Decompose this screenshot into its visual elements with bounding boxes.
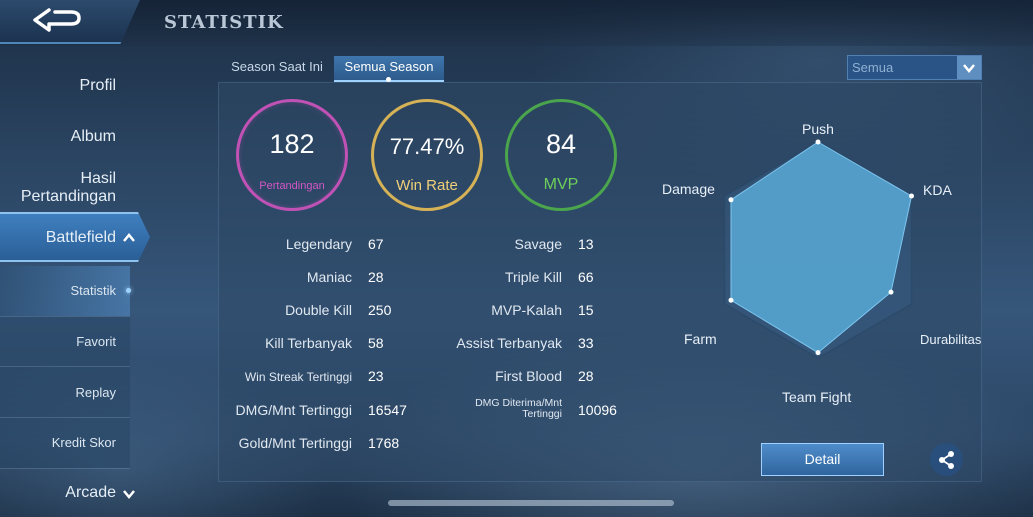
stat-label-assist-terbanyak: Assist Terbanyak (456, 335, 562, 351)
winrate-value: 77.47% (389, 134, 465, 159)
sidebar-item-profil[interactable]: Profil (79, 77, 116, 94)
chevron-down-icon[interactable] (122, 488, 136, 500)
radar-label-push: Push (802, 121, 834, 137)
tab-semua-season[interactable]: Semua Season (334, 56, 444, 82)
sidebar-subitem-statistik[interactable]: Statistik (70, 283, 116, 298)
stat-value-mvp-kalah: 15 (578, 302, 594, 318)
stat-label-dmg-mnt: DMG/Mnt Tertinggi (235, 402, 352, 418)
chevron-down-icon[interactable] (957, 56, 981, 79)
stat-value-maniac: 28 (368, 269, 384, 285)
share-button[interactable] (930, 443, 963, 476)
sidebar-item-battlefield[interactable] (0, 212, 150, 262)
season-filter-value: Semua (852, 60, 894, 75)
radar-point-push (815, 139, 821, 145)
stat-label-dmg-diterima: DMG Diterima/Mnt Tertinggi (475, 397, 562, 420)
page-title: STATISTIK (164, 12, 284, 33)
stat-label-first-blood: First Blood (495, 368, 562, 384)
mvp-ring: 84 MVP (505, 99, 617, 211)
radar-label-kda: KDA (923, 182, 952, 198)
stat-value-triple-kill: 66 (578, 269, 594, 285)
stat-label-gold-mnt: Gold/Mnt Tertinggi (238, 435, 352, 451)
stat-value-win-streak: 23 (368, 368, 384, 384)
matches-ring: 182 Pertandingan (236, 99, 348, 211)
share-icon (938, 450, 954, 469)
stat-label-kill-terbanyak: Kill Terbanyak (265, 335, 352, 351)
stat-label-savage: Savage (514, 236, 562, 252)
tab-active-indicator (386, 77, 391, 82)
stat-value-savage: 13 (578, 236, 594, 252)
stat-label-double-kill: Double Kill (285, 302, 352, 318)
sidebar-subitem-replay[interactable]: Replay (75, 385, 116, 400)
divider (0, 417, 130, 418)
stat-value-first-blood: 28 (578, 368, 594, 384)
mvp-count: 84 (545, 129, 577, 159)
sidebar-subitem-active-bg (0, 266, 130, 316)
winrate-ring: 77.47% Win Rate (371, 99, 483, 211)
matches-count: 182 (269, 129, 315, 159)
performance-radar-chart (723, 139, 914, 359)
radar-label-farm: Farm (684, 331, 717, 347)
sidebar-item-hasil-pertandingan[interactable]: Hasil Pertandingan (20, 170, 116, 205)
sidebar-item-album[interactable]: Album (70, 128, 116, 145)
active-indicator (126, 288, 131, 293)
radar-point-team-fight (815, 350, 821, 356)
stat-label-win-streak: Win Streak Tertinggi (244, 370, 352, 384)
stat-value-gold-mnt: 1768 (368, 435, 400, 451)
divider (0, 468, 130, 469)
stat-value-legendary: 67 (368, 236, 384, 252)
chevron-up-icon (123, 233, 135, 242)
winrate-label: Win Rate (396, 177, 458, 194)
radar-label-damage: Damage (662, 181, 715, 197)
radar-label-team-fight: Team Fight (782, 389, 852, 405)
stat-value-kill-terbanyak: 58 (368, 335, 384, 351)
home-indicator (388, 500, 674, 506)
sidebar-item-arcade[interactable]: Arcade (65, 484, 116, 501)
stat-label-maniac: Maniac (306, 269, 352, 285)
stat-label-legendary: Legendary (285, 236, 352, 252)
stat-label-triple-kill: Triple Kill (504, 269, 562, 285)
stat-value-assist-terbanyak: 33 (578, 335, 594, 351)
stat-label-mvp-kalah: MVP-Kalah (491, 302, 562, 318)
sidebar-subitem-kredit-skor[interactable]: Kredit Skor (51, 435, 116, 450)
radar-label-durabilitas: Durabilitas (920, 332, 982, 347)
top-bar (0, 0, 1033, 46)
divider (0, 366, 130, 367)
stat-value-dmg-mnt: 16547 (368, 402, 407, 418)
season-filter-select[interactable]: Semua (847, 55, 982, 80)
radar-point-farm (728, 297, 734, 303)
divider (0, 316, 130, 317)
mvp-label: MVP (543, 176, 579, 193)
matches-label: Pertandingan (259, 180, 325, 192)
back-button[interactable] (0, 0, 140, 44)
radar-point-kda (909, 193, 914, 199)
sidebar-subitem-favorit[interactable]: Favorit (76, 334, 116, 349)
radar-point-durabilitas (888, 289, 894, 295)
radar-point-damage (728, 197, 734, 203)
detail-button[interactable]: Detail (761, 443, 884, 476)
tab-season-saat-ini[interactable]: Season Saat Ini (231, 59, 323, 74)
back-arrow-icon (33, 8, 81, 32)
stat-value-double-kill: 250 (368, 302, 392, 318)
stat-value-dmg-diterima: 10096 (578, 402, 617, 418)
sidebar-item-battlefield-label: Battlefield (45, 229, 116, 246)
